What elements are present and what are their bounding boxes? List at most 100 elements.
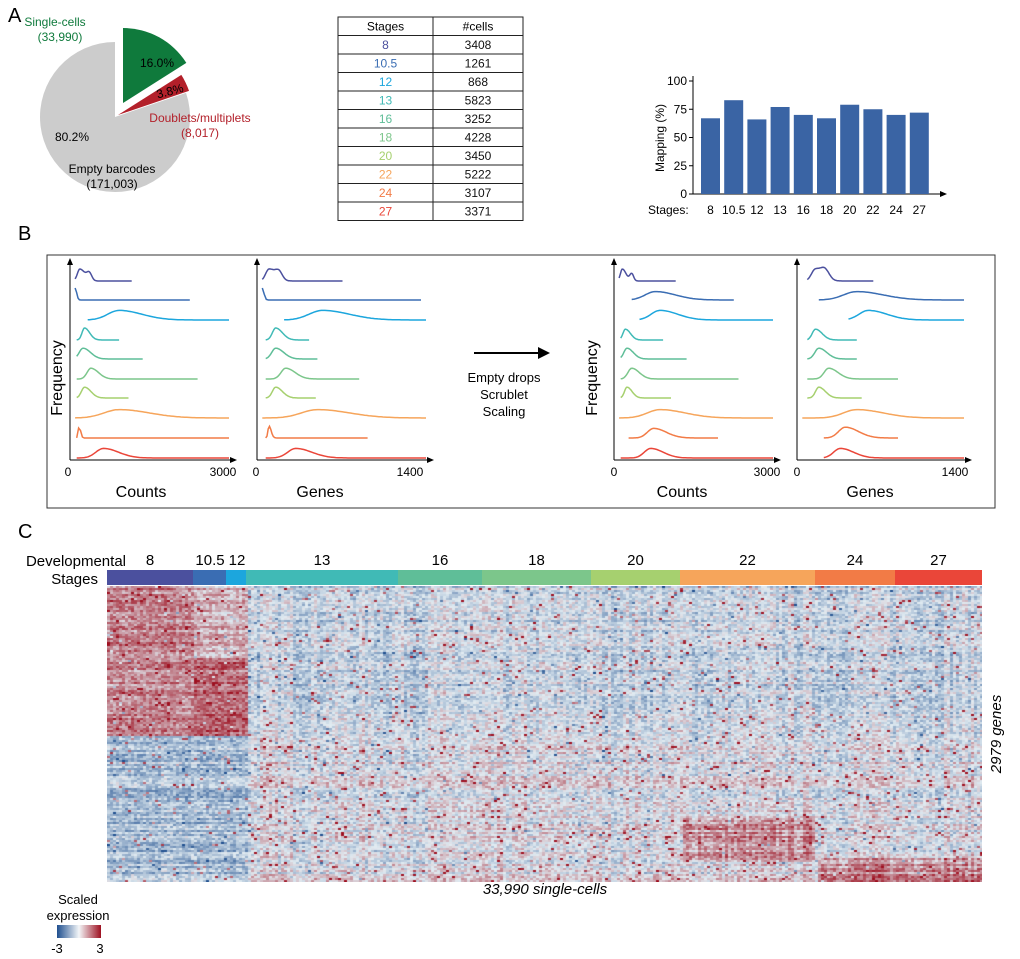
colorbar-title-2: expression <box>47 908 110 923</box>
panel-label-c: C <box>18 521 32 543</box>
axis-arrow-icon <box>254 258 260 265</box>
table-cell-stage: 24 <box>379 186 393 200</box>
bar-ylabel: Mapping (%) <box>653 104 667 172</box>
tick-0-counts-after: 0 <box>611 465 618 479</box>
stage-label: 13 <box>314 552 331 569</box>
bar-18 <box>817 118 836 194</box>
tick-max-genes-before: 1400 <box>397 465 424 479</box>
stage-segment-20 <box>591 570 680 585</box>
arrow-label-2: Scrublet <box>480 387 528 402</box>
stage-segment-18 <box>482 570 591 585</box>
tick-0-genes-before: 0 <box>253 465 260 479</box>
stage-label: 22 <box>739 552 756 569</box>
table-header: #cells <box>463 20 494 34</box>
panel-b-frame <box>46 254 996 509</box>
density-curve-10.5 <box>631 290 734 301</box>
density-curve-13 <box>807 328 857 341</box>
pie-count-single: (33,990) <box>38 30 83 44</box>
stage-segment-13 <box>246 570 398 585</box>
density-curve-12 <box>284 309 426 321</box>
stage-label: 18 <box>528 552 545 569</box>
table-cell-cells: 4228 <box>465 131 492 145</box>
density-curve-10.5 <box>74 287 190 301</box>
colorbar-max: 3 <box>96 941 103 956</box>
density-curve-20 <box>76 386 129 399</box>
table-cell-cells: 3408 <box>465 38 492 52</box>
stage-label: 20 <box>627 552 644 569</box>
pie-pct-empty: 80.2% <box>55 130 89 144</box>
table-cell-stage: 12 <box>379 75 393 89</box>
colorbar-title-1: Scaled <box>58 892 98 907</box>
stage-segment-27 <box>895 570 982 585</box>
density-curve-24 <box>823 426 898 439</box>
density-curve-10.5 <box>818 290 964 301</box>
bar-xtick-label: 12 <box>750 203 764 217</box>
table-border <box>337 16 524 221</box>
bar-8 <box>701 118 720 194</box>
bar-13 <box>770 106 790 194</box>
stage-segment-16 <box>398 570 482 585</box>
density-curve-20 <box>265 386 316 399</box>
arrow-label-1: Empty drops <box>468 370 541 385</box>
bar-xtick-label: 22 <box>866 203 880 217</box>
density-curve-22 <box>619 408 773 419</box>
pie-label-single: Single-cells <box>24 15 85 29</box>
freq-label-after: Frequency <box>584 340 601 416</box>
pie-slice <box>118 74 190 115</box>
bar-xtick-label: 10.5 <box>722 203 746 217</box>
bar-20 <box>840 104 860 194</box>
pie-count-empty: (171,003) <box>86 177 137 191</box>
bar-xtick-label: 24 <box>889 203 903 217</box>
stage-color-bar: 8 10.5 12 13 16 18 20 22 24 27 <box>107 552 982 585</box>
density-curve-12 <box>848 309 964 321</box>
stage-segment-10.5 <box>193 570 226 585</box>
density-curve-20 <box>807 386 862 399</box>
bar-ytick-label: 100 <box>667 74 687 88</box>
density-curve-22 <box>262 408 426 419</box>
arrow-head-icon <box>538 347 550 359</box>
table-cell-stage: 13 <box>379 94 393 108</box>
pie-chart <box>40 28 191 193</box>
table-cell-cells: 3107 <box>465 186 492 200</box>
bar-xtick-label: 16 <box>797 203 811 217</box>
table-cell-cells: 5222 <box>465 168 492 182</box>
xlabel-genes-before: Genes <box>296 484 343 501</box>
stage-label: 16 <box>432 552 449 569</box>
xlabel-counts-after: Counts <box>657 484 708 501</box>
bar-xtick-label: 8 <box>707 203 714 217</box>
density-curve-22 <box>802 408 964 419</box>
table-cell-cells: 868 <box>468 75 488 89</box>
stage-label: 8 <box>146 552 154 569</box>
stage-segment-12 <box>226 570 246 585</box>
tick-0-genes-after: 0 <box>794 465 801 479</box>
density-curve-13 <box>76 327 120 341</box>
stage-label: 10.5 <box>195 552 224 569</box>
density-curve-16 <box>76 347 143 360</box>
table-cell-stage: 18 <box>379 131 393 145</box>
bar-ytick-label: 75 <box>674 102 688 116</box>
density-curve-24 <box>75 426 229 439</box>
xlabel-genes-after: Genes <box>846 484 893 501</box>
expression-heatmap <box>107 586 982 882</box>
density-curve-18 <box>265 367 360 380</box>
axis-arrow-icon <box>774 457 781 463</box>
colorbar <box>57 925 101 938</box>
panel-label-a: A <box>8 5 22 27</box>
density-curve-18 <box>76 367 198 380</box>
density-curve-13 <box>620 328 664 341</box>
table-cell-stage: 10.5 <box>374 57 398 71</box>
density-curve-16 <box>620 347 687 360</box>
bar-ytick-label: 0 <box>680 187 687 201</box>
bar-xtick-label: 13 <box>773 203 787 217</box>
tick-0-counts-before: 0 <box>65 465 72 479</box>
tick-max-counts-after: 3000 <box>754 465 781 479</box>
density-curve-27 <box>265 447 426 459</box>
panel-label-b: B <box>18 223 31 245</box>
axis-arrow-icon <box>67 258 73 265</box>
tick-max-counts-before: 3000 <box>210 465 237 479</box>
arrow-label-3: Scaling <box>483 404 526 419</box>
axis-arrow-icon <box>940 191 947 197</box>
bar-24 <box>886 114 906 194</box>
cells-table: Stages #cells 8 3408 10.5 1261 12 868 13 5823 16 32… <box>337 16 524 221</box>
